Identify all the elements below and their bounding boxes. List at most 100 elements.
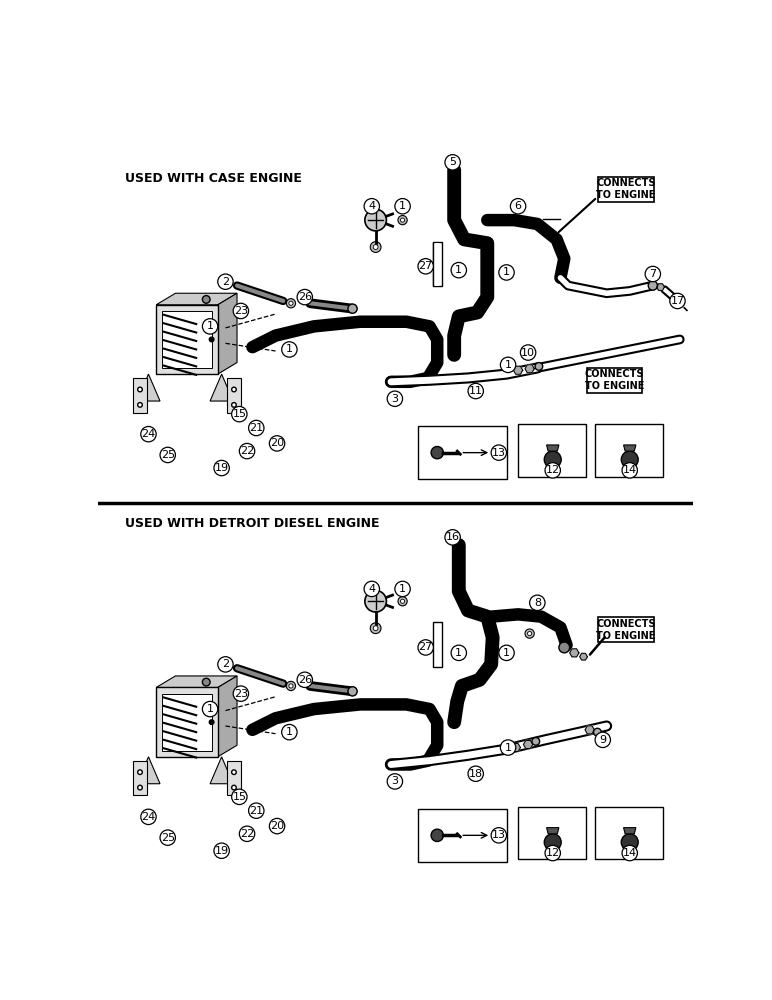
Circle shape [233,686,249,701]
Text: 15: 15 [232,792,246,802]
Circle shape [297,289,313,305]
Circle shape [137,770,142,775]
Circle shape [527,632,532,636]
Circle shape [365,590,387,612]
Circle shape [451,262,466,278]
Text: 11: 11 [469,386,482,396]
Text: 20: 20 [270,821,284,831]
Text: 1: 1 [207,704,214,714]
Circle shape [388,391,402,406]
Polygon shape [210,374,233,401]
Circle shape [218,274,233,289]
Circle shape [137,403,142,407]
Polygon shape [547,445,559,451]
Text: 1: 1 [505,743,512,753]
Text: 10: 10 [521,348,535,358]
Text: 1: 1 [399,201,406,211]
Polygon shape [525,365,534,373]
Circle shape [418,259,433,274]
Bar [418,426,506,479]
Bar [598,617,654,642]
Circle shape [544,834,561,851]
Text: 1: 1 [503,267,510,277]
Circle shape [431,446,443,459]
Circle shape [364,199,380,214]
Circle shape [525,629,534,638]
Circle shape [398,215,407,225]
Bar [595,807,663,859]
Circle shape [214,843,229,858]
Text: 13: 13 [492,448,506,458]
Circle shape [468,766,483,781]
Circle shape [209,337,214,342]
Text: 9: 9 [599,735,606,745]
Text: 24: 24 [141,812,156,822]
Text: 15: 15 [232,409,246,419]
Text: 8: 8 [533,598,541,608]
Text: 1: 1 [399,584,406,594]
Text: 3: 3 [391,394,398,404]
Circle shape [500,740,516,755]
Text: 14: 14 [623,465,637,475]
Bar [227,761,241,795]
Polygon shape [210,757,233,784]
Circle shape [499,645,514,661]
Text: 1: 1 [505,360,512,370]
Circle shape [249,420,264,436]
Circle shape [282,342,297,357]
Circle shape [214,460,229,476]
Polygon shape [218,293,237,374]
Circle shape [544,451,561,468]
Text: 14: 14 [623,848,637,858]
Bar [162,694,212,751]
Circle shape [373,626,378,631]
Circle shape [239,443,255,459]
Circle shape [468,383,483,399]
Text: 26: 26 [298,292,312,302]
Bar [133,378,147,413]
Polygon shape [624,445,636,451]
Text: 26: 26 [298,675,312,685]
Circle shape [499,265,514,280]
Circle shape [535,363,543,370]
Circle shape [297,672,313,687]
Bar [418,809,506,862]
Circle shape [388,774,402,789]
Circle shape [520,345,536,360]
Circle shape [364,581,380,597]
Polygon shape [657,284,665,290]
Text: 2: 2 [222,659,229,669]
Circle shape [371,242,381,252]
Circle shape [269,818,285,834]
Circle shape [510,199,526,214]
Text: 19: 19 [215,463,229,473]
Text: 24: 24 [141,429,156,439]
Circle shape [282,724,297,740]
Circle shape [232,785,236,790]
Bar [156,687,218,757]
Text: 23: 23 [234,689,248,699]
Circle shape [500,357,516,373]
Polygon shape [156,293,237,305]
Text: 20: 20 [270,438,284,448]
Text: 12: 12 [546,465,560,475]
Circle shape [232,789,247,805]
Bar [133,761,147,795]
Polygon shape [547,828,559,834]
Circle shape [431,829,443,841]
Bar [432,242,442,286]
Text: 27: 27 [418,642,433,652]
Bar [162,311,212,368]
Circle shape [401,599,405,603]
Circle shape [160,830,175,845]
Text: 1: 1 [286,344,293,354]
Circle shape [232,387,236,392]
Circle shape [491,828,506,843]
Polygon shape [585,726,594,734]
Circle shape [595,732,611,748]
Circle shape [202,319,218,334]
Bar [587,368,642,393]
Circle shape [451,645,466,661]
Text: 25: 25 [161,833,174,843]
Circle shape [622,463,638,478]
